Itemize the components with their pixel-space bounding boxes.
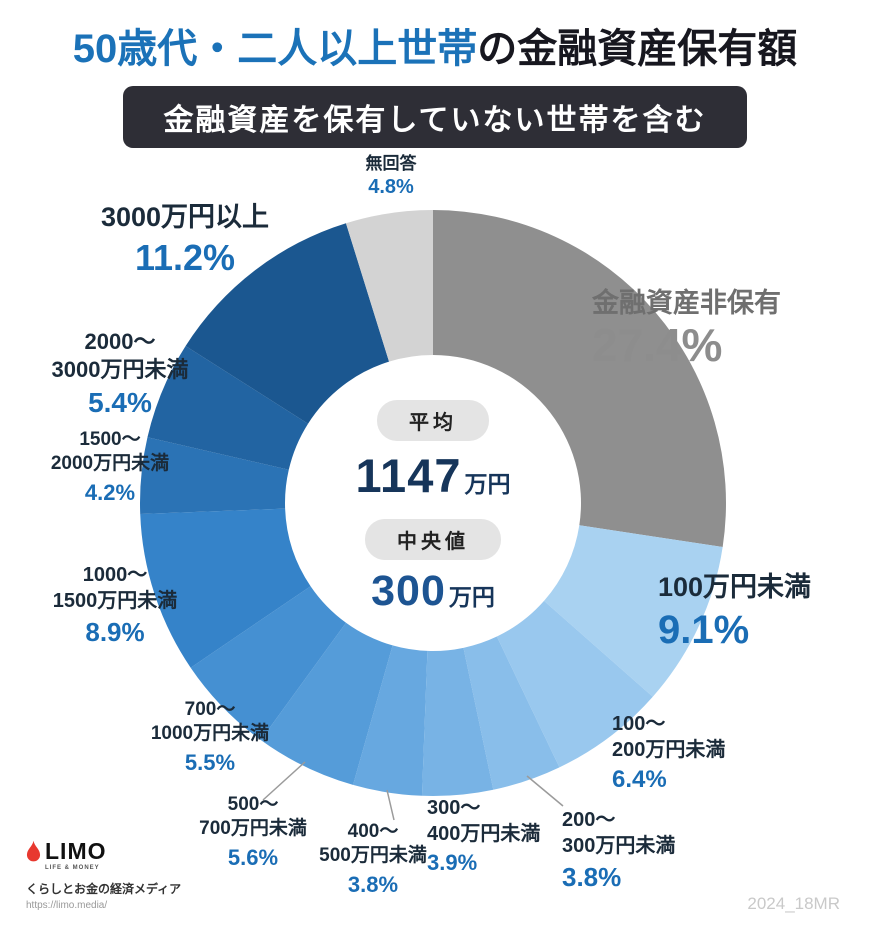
connector-line-500-700 bbox=[262, 761, 306, 801]
label-under-100: 100万円未満 9.1% bbox=[658, 570, 811, 652]
segment-range: 300〜 400万円未満 bbox=[427, 797, 541, 845]
donut-slice-9 bbox=[140, 437, 289, 515]
segment-range: 2000〜 3000万円未満 bbox=[51, 329, 189, 383]
title-rest: の金融資産保有額 bbox=[477, 27, 798, 71]
median-value: 300 万円 bbox=[293, 567, 573, 616]
segment-range: 無回答 bbox=[365, 154, 417, 173]
segment-percent: 4.8% bbox=[368, 175, 414, 198]
segment-range: 3000万円以上 bbox=[100, 202, 270, 232]
median-unit: 万円 bbox=[448, 584, 495, 610]
connector-lines bbox=[262, 761, 564, 821]
footer-url: https://limo.media/ bbox=[26, 900, 108, 911]
segment-range: 100〜 200万円未満 bbox=[612, 713, 726, 761]
donut-slice-1 bbox=[544, 525, 723, 697]
label-200-300: 200〜 300万円未満 3.8% bbox=[562, 808, 675, 893]
label-no-answer: 無回答 4.8% bbox=[333, 153, 449, 199]
segment-percent: 4.2% bbox=[84, 479, 136, 505]
label-1500-2000: 1500〜 2000万円未満 4.2% bbox=[35, 428, 185, 506]
segment-range: 金融資産非保有 bbox=[592, 288, 781, 318]
average-number: 1147 bbox=[355, 449, 462, 502]
watermark: 2024_18MR bbox=[747, 894, 840, 913]
donut-slice-4 bbox=[421, 647, 494, 796]
segment-range: 200〜 300万円未満 bbox=[562, 809, 676, 857]
subtitle-banner-wrap: 金融資産を保有していない世帯を含む bbox=[0, 86, 870, 148]
donut-slice-2 bbox=[496, 600, 653, 768]
segment-percent: 8.9% bbox=[85, 617, 145, 648]
donut-slice-5 bbox=[353, 645, 428, 796]
limo-logo-text-block: LIMO LIFE & MONEY bbox=[45, 838, 107, 872]
median-pill: 中央値 bbox=[365, 519, 501, 560]
label-3000-plus: 3000万円以上 11.2% bbox=[85, 200, 285, 277]
median-number: 300 bbox=[371, 567, 446, 615]
limo-logo-icon bbox=[26, 840, 41, 862]
label-1000-1500: 1000〜 1500万円未満 8.9% bbox=[40, 563, 190, 648]
segment-percent: 3.9% bbox=[427, 850, 478, 876]
label-500-700: 500〜 700万円未満 5.6% bbox=[180, 793, 326, 871]
segment-percent: 6.4% bbox=[612, 766, 667, 794]
segment-percent: 3.8% bbox=[347, 871, 399, 897]
donut-slice-3 bbox=[463, 636, 560, 790]
donut-center: 平均 1147 万円 中央値 300 万円 bbox=[293, 400, 573, 632]
donut-slice-0 bbox=[433, 210, 726, 548]
label-700-1000: 700〜 1000万円未満 5.5% bbox=[135, 698, 285, 776]
page-title: 50歳代・二人以上世帯の金融資産保有額 bbox=[0, 16, 870, 74]
footer: LIMO LIFE & MONEY くらしとお金の経済メディア https://… bbox=[26, 840, 182, 912]
segment-percent: 27.4% bbox=[592, 318, 723, 371]
donut-slice-10 bbox=[147, 346, 309, 470]
donut-slices bbox=[140, 210, 726, 796]
donut-slice-6 bbox=[260, 622, 393, 785]
subtitle-banner: 金融資産を保有していない世帯を含む bbox=[123, 86, 747, 148]
label-300-400: 300〜 400万円未満 3.9% bbox=[427, 796, 540, 876]
label-400-500: 400〜 500万円未満 3.8% bbox=[306, 820, 440, 898]
label-no-financial-assets: 金融資産非保有 27.4% bbox=[592, 286, 781, 369]
donut-slice-7 bbox=[190, 586, 347, 741]
limo-logo-subtext: LIFE & MONEY bbox=[45, 865, 100, 871]
segment-range: 400〜 500万円未満 bbox=[319, 821, 427, 867]
donut-slice-11 bbox=[185, 223, 390, 424]
connector-line-400-500 bbox=[386, 789, 395, 821]
footer-tagline: くらしとお金の経済メディア bbox=[26, 882, 182, 896]
segment-percent: 3.8% bbox=[562, 862, 622, 893]
label-2000-3000: 2000〜 3000万円未満 5.4% bbox=[40, 328, 200, 419]
segment-range: 1000〜 1500万円未満 bbox=[52, 564, 178, 612]
average-pill: 平均 bbox=[377, 400, 489, 441]
segment-range: 700〜 1000万円未満 bbox=[150, 699, 270, 745]
segment-range: 100万円未満 bbox=[658, 572, 812, 602]
segment-percent: 9.1% bbox=[658, 607, 750, 652]
segment-range: 500〜 700万円未満 bbox=[199, 794, 307, 840]
segment-range: 1500〜 2000万円未満 bbox=[50, 429, 170, 475]
average-value: 1147 万円 bbox=[293, 448, 573, 503]
label-100-200: 100〜 200万円未満 6.4% bbox=[612, 712, 725, 794]
segment-percent: 11.2% bbox=[134, 236, 236, 278]
donut-slice-12 bbox=[345, 210, 433, 362]
donut-slice-8 bbox=[140, 508, 311, 668]
segment-percent: 5.4% bbox=[88, 387, 152, 419]
average-unit: 万円 bbox=[464, 471, 511, 497]
title-highlight: 50歳代・二人以上世帯 bbox=[72, 27, 478, 71]
limo-logo: LIMO LIFE & MONEY bbox=[26, 840, 181, 871]
connector-line-200-300 bbox=[526, 775, 564, 807]
segment-percent: 5.5% bbox=[184, 749, 236, 775]
segment-percent: 5.6% bbox=[227, 844, 279, 870]
limo-logo-text: LIMO bbox=[45, 838, 107, 864]
